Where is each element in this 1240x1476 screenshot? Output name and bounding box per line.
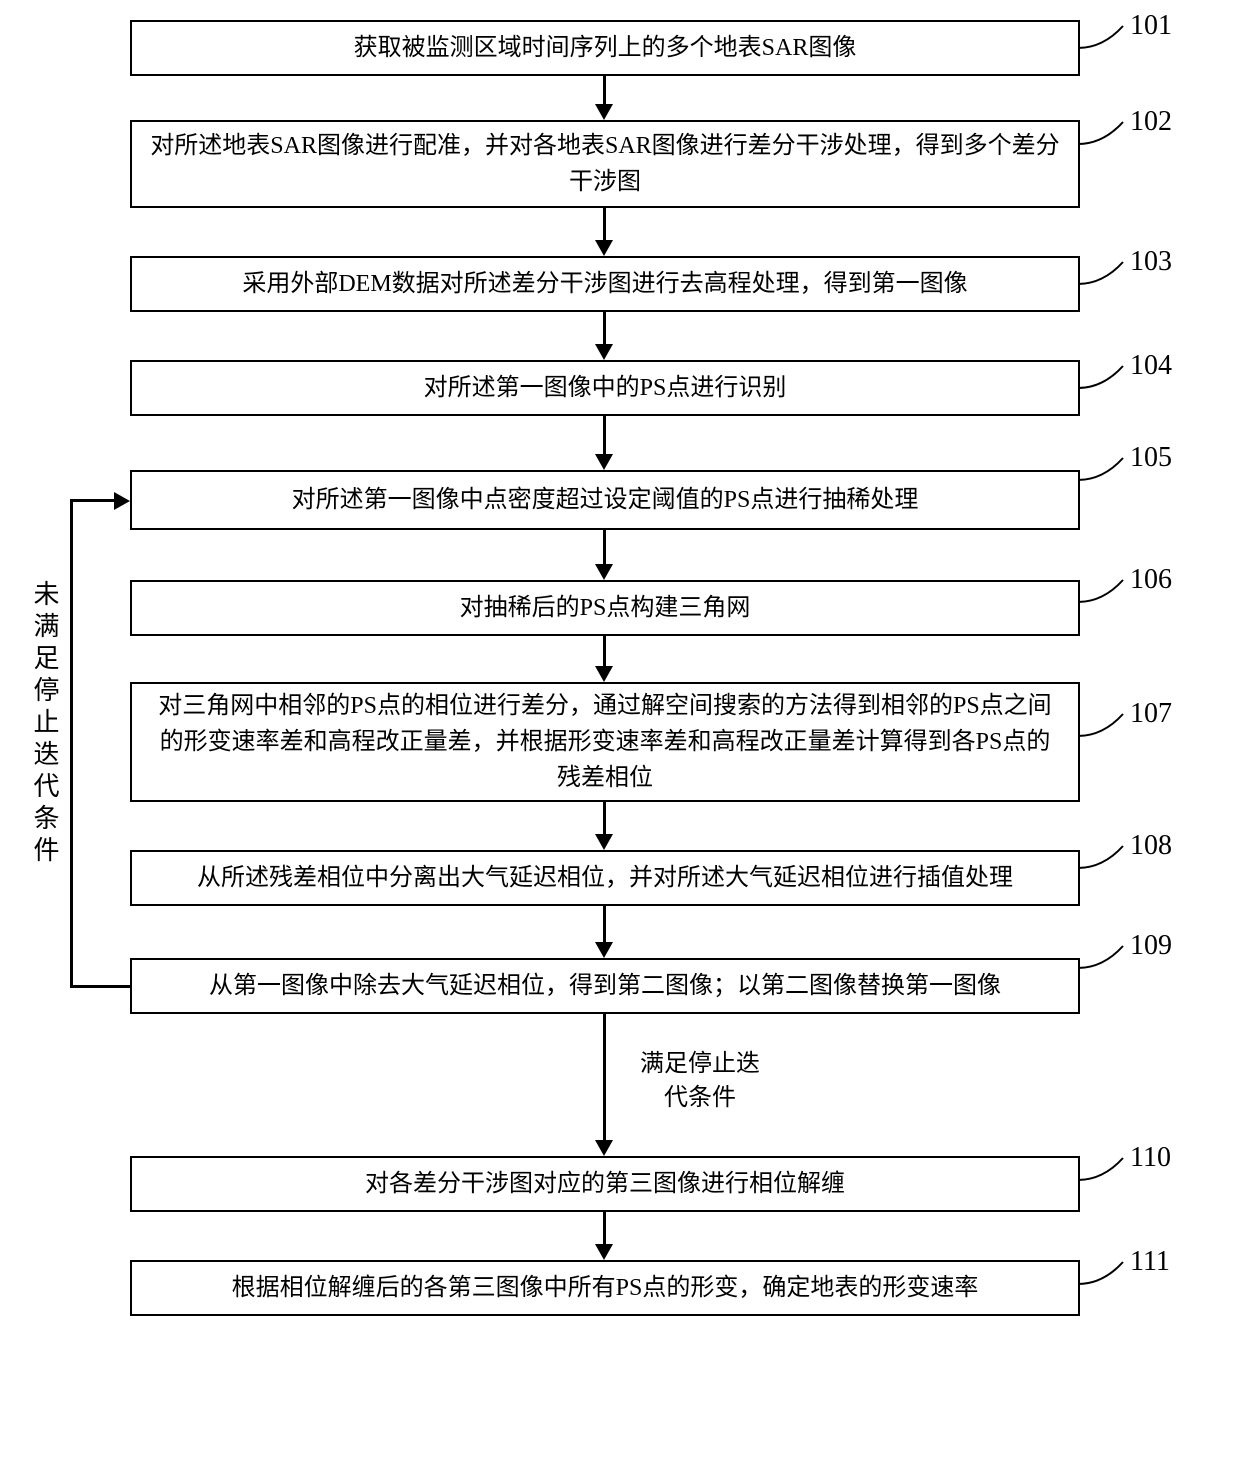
arrow-2-3-head [595, 240, 613, 256]
step-102-box: 对所述地表SAR图像进行配准，并对各地表SAR图像进行差分干涉处理，得到多个差分… [130, 120, 1080, 208]
step-text: 对各差分干涉图对应的第三图像进行相位解缠 [365, 1166, 845, 1202]
step-text: 对抽稀后的PS点构建三角网 [460, 590, 751, 626]
step-107-box: 对三角网中相邻的PS点的相位进行差分，通过解空间搜索的方法得到相邻的PS点之间的… [130, 682, 1080, 802]
arrow-1-2-head [595, 104, 613, 120]
step-text: 对所述第一图像中的PS点进行识别 [424, 370, 787, 406]
feedback-h-top [70, 499, 114, 502]
arrow-7-8-head [595, 834, 613, 850]
step-106-label: 106 [1130, 564, 1172, 596]
arrow-5-6 [603, 530, 606, 564]
arrow-3-4-head [595, 344, 613, 360]
leader-103 [1078, 256, 1138, 296]
step-108-label: 108 [1130, 830, 1172, 862]
step-109-label: 109 [1130, 930, 1172, 962]
step-107-label: 107 [1130, 698, 1172, 730]
leader-111 [1078, 1256, 1138, 1296]
arrow-4-5 [603, 416, 606, 454]
arrow-2-3 [603, 208, 606, 240]
step-text: 对三角网中相邻的PS点的相位进行差分，通过解空间搜索的方法得到相邻的PS点之间的… [148, 688, 1062, 796]
arrow-10-11-head [595, 1244, 613, 1260]
cond-line1: 满足停止迭 [640, 1051, 760, 1077]
leader-108 [1078, 840, 1138, 880]
step-text: 获取被监测区域时间序列上的多个地表SAR图像 [354, 30, 857, 66]
arrow-6-7 [603, 636, 606, 666]
leader-101 [1078, 20, 1138, 60]
step-103-box: 采用外部DEM数据对所述差分干涉图进行去高程处理，得到第一图像 [130, 256, 1080, 312]
step-104-label: 104 [1130, 350, 1172, 382]
conditional-label: 满足停止迭 代条件 [640, 1048, 760, 1115]
feedback-v [70, 499, 73, 988]
arrow-10-11 [603, 1212, 606, 1244]
step-text: 根据相位解缠后的各第三图像中所有PS点的形变，确定地表的形变速率 [232, 1270, 979, 1306]
arrow-5-6-head [595, 564, 613, 580]
step-text: 采用外部DEM数据对所述差分干涉图进行去高程处理，得到第一图像 [242, 266, 967, 302]
step-109-box: 从第一图像中除去大气延迟相位，得到第二图像；以第二图像替换第一图像 [130, 958, 1080, 1014]
leader-107 [1078, 708, 1138, 748]
leader-106 [1078, 574, 1138, 614]
step-104-box: 对所述第一图像中的PS点进行识别 [130, 360, 1080, 416]
step-text: 从所述残差相位中分离出大气延迟相位，并对所述大气延迟相位进行插值处理 [197, 860, 1013, 896]
arrow-9-10-head [595, 1140, 613, 1156]
arrow-7-8 [603, 802, 606, 834]
arrow-1-2 [603, 76, 606, 104]
arrow-6-7-head [595, 666, 613, 682]
step-text: 对所述地表SAR图像进行配准，并对各地表SAR图像进行差分干涉处理，得到多个差分… [148, 128, 1062, 200]
step-111-label: 111 [1130, 1246, 1170, 1278]
step-text: 从第一图像中除去大气延迟相位，得到第二图像；以第二图像替换第一图像 [209, 968, 1001, 1004]
arrow-9-10 [603, 1014, 606, 1140]
arrow-3-4 [603, 312, 606, 344]
leader-109 [1078, 940, 1138, 980]
step-text: 对所述第一图像中点密度超过设定阈值的PS点进行抽稀处理 [292, 482, 919, 518]
leader-102 [1078, 116, 1138, 156]
leader-105 [1078, 452, 1138, 492]
step-105-label: 105 [1130, 442, 1172, 474]
arrow-8-9 [603, 906, 606, 942]
step-110-label: 110 [1130, 1142, 1171, 1174]
step-103-label: 103 [1130, 246, 1172, 278]
step-111-box: 根据相位解缠后的各第三图像中所有PS点的形变，确定地表的形变速率 [130, 1260, 1080, 1316]
step-108-box: 从所述残差相位中分离出大气延迟相位，并对所述大气延迟相位进行插值处理 [130, 850, 1080, 906]
arrow-8-9-head [595, 942, 613, 958]
feedback-label: 未满足停止迭代条件 [26, 580, 63, 868]
feedback-h-bottom [70, 985, 130, 988]
leader-110 [1078, 1152, 1138, 1192]
cond-line2: 代条件 [664, 1085, 736, 1111]
step-101-label: 101 [1130, 10, 1172, 42]
step-106-box: 对抽稀后的PS点构建三角网 [130, 580, 1080, 636]
step-105-box: 对所述第一图像中点密度超过设定阈值的PS点进行抽稀处理 [130, 470, 1080, 530]
feedback-arrow-head [114, 492, 130, 510]
step-110-box: 对各差分干涉图对应的第三图像进行相位解缠 [130, 1156, 1080, 1212]
step-102-label: 102 [1130, 106, 1172, 138]
leader-104 [1078, 360, 1138, 400]
step-101-box: 获取被监测区域时间序列上的多个地表SAR图像 [130, 20, 1080, 76]
arrow-4-5-head [595, 454, 613, 470]
